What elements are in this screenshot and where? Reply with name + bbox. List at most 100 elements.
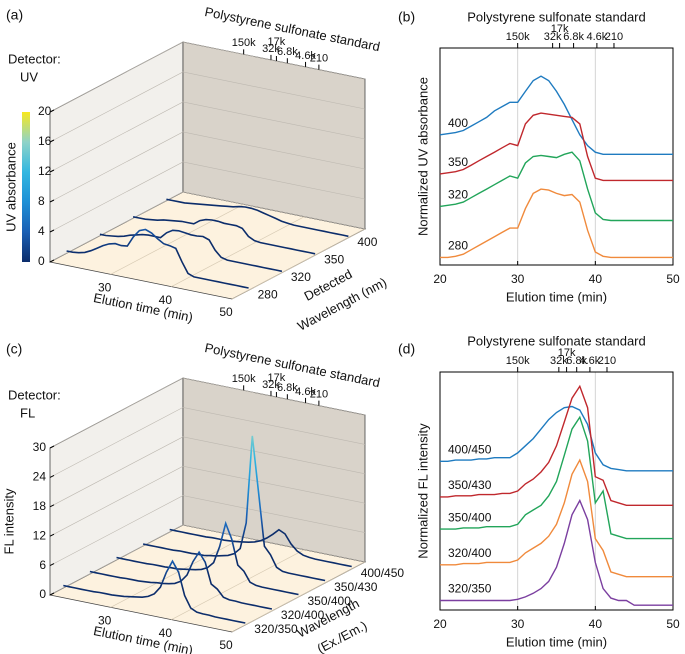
series-line bbox=[142, 435, 326, 582]
series-label: 280 bbox=[448, 239, 468, 253]
grid-line bbox=[49, 131, 366, 203]
z-tick bbox=[49, 259, 55, 263]
z-tick-label: 12 bbox=[33, 528, 47, 542]
z-tick bbox=[49, 169, 55, 173]
top-tick-label: 32k bbox=[262, 43, 280, 55]
detector-label: FL bbox=[20, 405, 35, 420]
panel-label: (a) bbox=[6, 7, 23, 23]
series-line bbox=[99, 229, 283, 273]
y-axis-label: Normalized FL intensity bbox=[415, 423, 430, 559]
x-axis-label: Elution time (min) bbox=[506, 289, 607, 304]
top-tick-label: 17k bbox=[268, 36, 286, 48]
x-tick-label: 40 bbox=[159, 626, 173, 640]
grid-line bbox=[49, 436, 366, 508]
series-line bbox=[440, 415, 673, 540]
z-tick-label: 12 bbox=[38, 164, 52, 178]
series-line bbox=[169, 528, 352, 568]
series-label: 350/400 bbox=[448, 510, 492, 524]
floor-grid-line bbox=[231, 228, 366, 300]
series-line bbox=[440, 458, 673, 578]
x-axis-label: Elution time (min) bbox=[506, 634, 607, 649]
series-line bbox=[440, 188, 673, 259]
top-tick-label: 32k bbox=[262, 379, 280, 391]
top-tick-label: 210 bbox=[598, 355, 616, 367]
top-tick-label: 150k bbox=[232, 373, 256, 385]
z-tick-label: 4 bbox=[38, 224, 45, 238]
floor-grid-line bbox=[171, 549, 305, 620]
x-tick-label: 50 bbox=[666, 617, 680, 631]
top-tick-label: 4.6k bbox=[295, 50, 316, 62]
y-tick-label: 280 bbox=[258, 287, 278, 301]
y-tick-label: 400/450 bbox=[361, 566, 405, 580]
top-tick-label: 17k bbox=[268, 372, 286, 384]
series-label: 320 bbox=[448, 188, 468, 202]
grid-line bbox=[49, 407, 366, 478]
series-line bbox=[440, 498, 673, 606]
grid-line bbox=[49, 377, 366, 449]
series-line bbox=[439, 151, 673, 222]
z-tick-label: 20 bbox=[38, 104, 52, 118]
top-tick-label: 6.8k bbox=[277, 382, 298, 394]
series-line bbox=[440, 384, 673, 506]
detector-label: UV bbox=[20, 69, 38, 84]
x-tick-label: 50 bbox=[666, 272, 680, 286]
x-tick-label: 30 bbox=[98, 281, 112, 295]
grid-line bbox=[49, 41, 366, 113]
y-axis-label: Normalized UV absorbance bbox=[415, 77, 430, 236]
floor-grid-line bbox=[171, 216, 305, 287]
x-tick-label: 30 bbox=[511, 617, 525, 631]
x-tick-label: 20 bbox=[433, 272, 447, 286]
z-tick bbox=[49, 533, 55, 537]
top-tick-label: 32k bbox=[550, 355, 568, 367]
z-tick-label: 0 bbox=[39, 587, 46, 601]
top-tick-label: 210 bbox=[310, 389, 328, 401]
floor-grid-line bbox=[231, 561, 366, 633]
x-tick-label: 30 bbox=[511, 272, 525, 286]
chart-title: Polystyrene sulfonate standard bbox=[467, 333, 646, 348]
z-tick bbox=[49, 139, 55, 143]
chart-title: Polystyrene sulfonate standard bbox=[467, 9, 646, 24]
z-tick bbox=[49, 563, 55, 567]
series-line bbox=[439, 112, 673, 182]
top-tick-label: 150k bbox=[506, 31, 530, 43]
y-tick-label: 350 bbox=[324, 252, 344, 266]
series-line bbox=[439, 75, 673, 155]
x-axis-label: Elution time (min) bbox=[92, 623, 194, 654]
y-tick-label: 350/430 bbox=[334, 580, 378, 594]
series-line bbox=[63, 559, 246, 624]
z-tick-label: 30 bbox=[33, 440, 47, 454]
series-line bbox=[132, 216, 316, 255]
z-tick-label: 24 bbox=[33, 470, 47, 484]
z-axis-label: FL intensity bbox=[1, 488, 16, 554]
z-tick-label: 8 bbox=[38, 194, 45, 208]
z-tick bbox=[49, 109, 55, 113]
plot-frame bbox=[439, 371, 674, 611]
x-tick-label: 30 bbox=[98, 614, 112, 628]
z-tick-label: 16 bbox=[38, 134, 52, 148]
series-line bbox=[440, 405, 673, 472]
x-tick-label: 20 bbox=[433, 617, 447, 631]
series-line bbox=[66, 228, 249, 289]
top-tick-label: 32k bbox=[544, 31, 562, 43]
x-tick-label: 50 bbox=[219, 305, 233, 319]
floor-grid-line bbox=[110, 204, 244, 275]
z-tick bbox=[49, 445, 55, 449]
z-axis-label: UV absorbance bbox=[3, 142, 18, 232]
x-tick-label: 40 bbox=[159, 293, 173, 307]
top-tick-label: 4.6k bbox=[586, 31, 607, 43]
top-tick-label: 6.8k bbox=[563, 31, 584, 43]
z-tick-label: 0 bbox=[38, 254, 45, 268]
top-tick-label: 150k bbox=[232, 37, 256, 49]
x-axis-label: Elution time (min) bbox=[92, 290, 194, 325]
top-tick-label: 210 bbox=[310, 53, 328, 65]
z-tick bbox=[49, 504, 55, 508]
series-label: 350 bbox=[448, 155, 468, 169]
top-tick-label: 210 bbox=[605, 31, 623, 43]
y-tick-label: 320/350 bbox=[254, 622, 298, 636]
top-tick-label: 17k bbox=[558, 347, 576, 359]
top-tick-label: 150k bbox=[506, 355, 530, 367]
z-tick-label: 6 bbox=[39, 558, 46, 572]
y-tick-label: 350/400 bbox=[308, 594, 352, 608]
floor-grid-line bbox=[110, 537, 244, 608]
